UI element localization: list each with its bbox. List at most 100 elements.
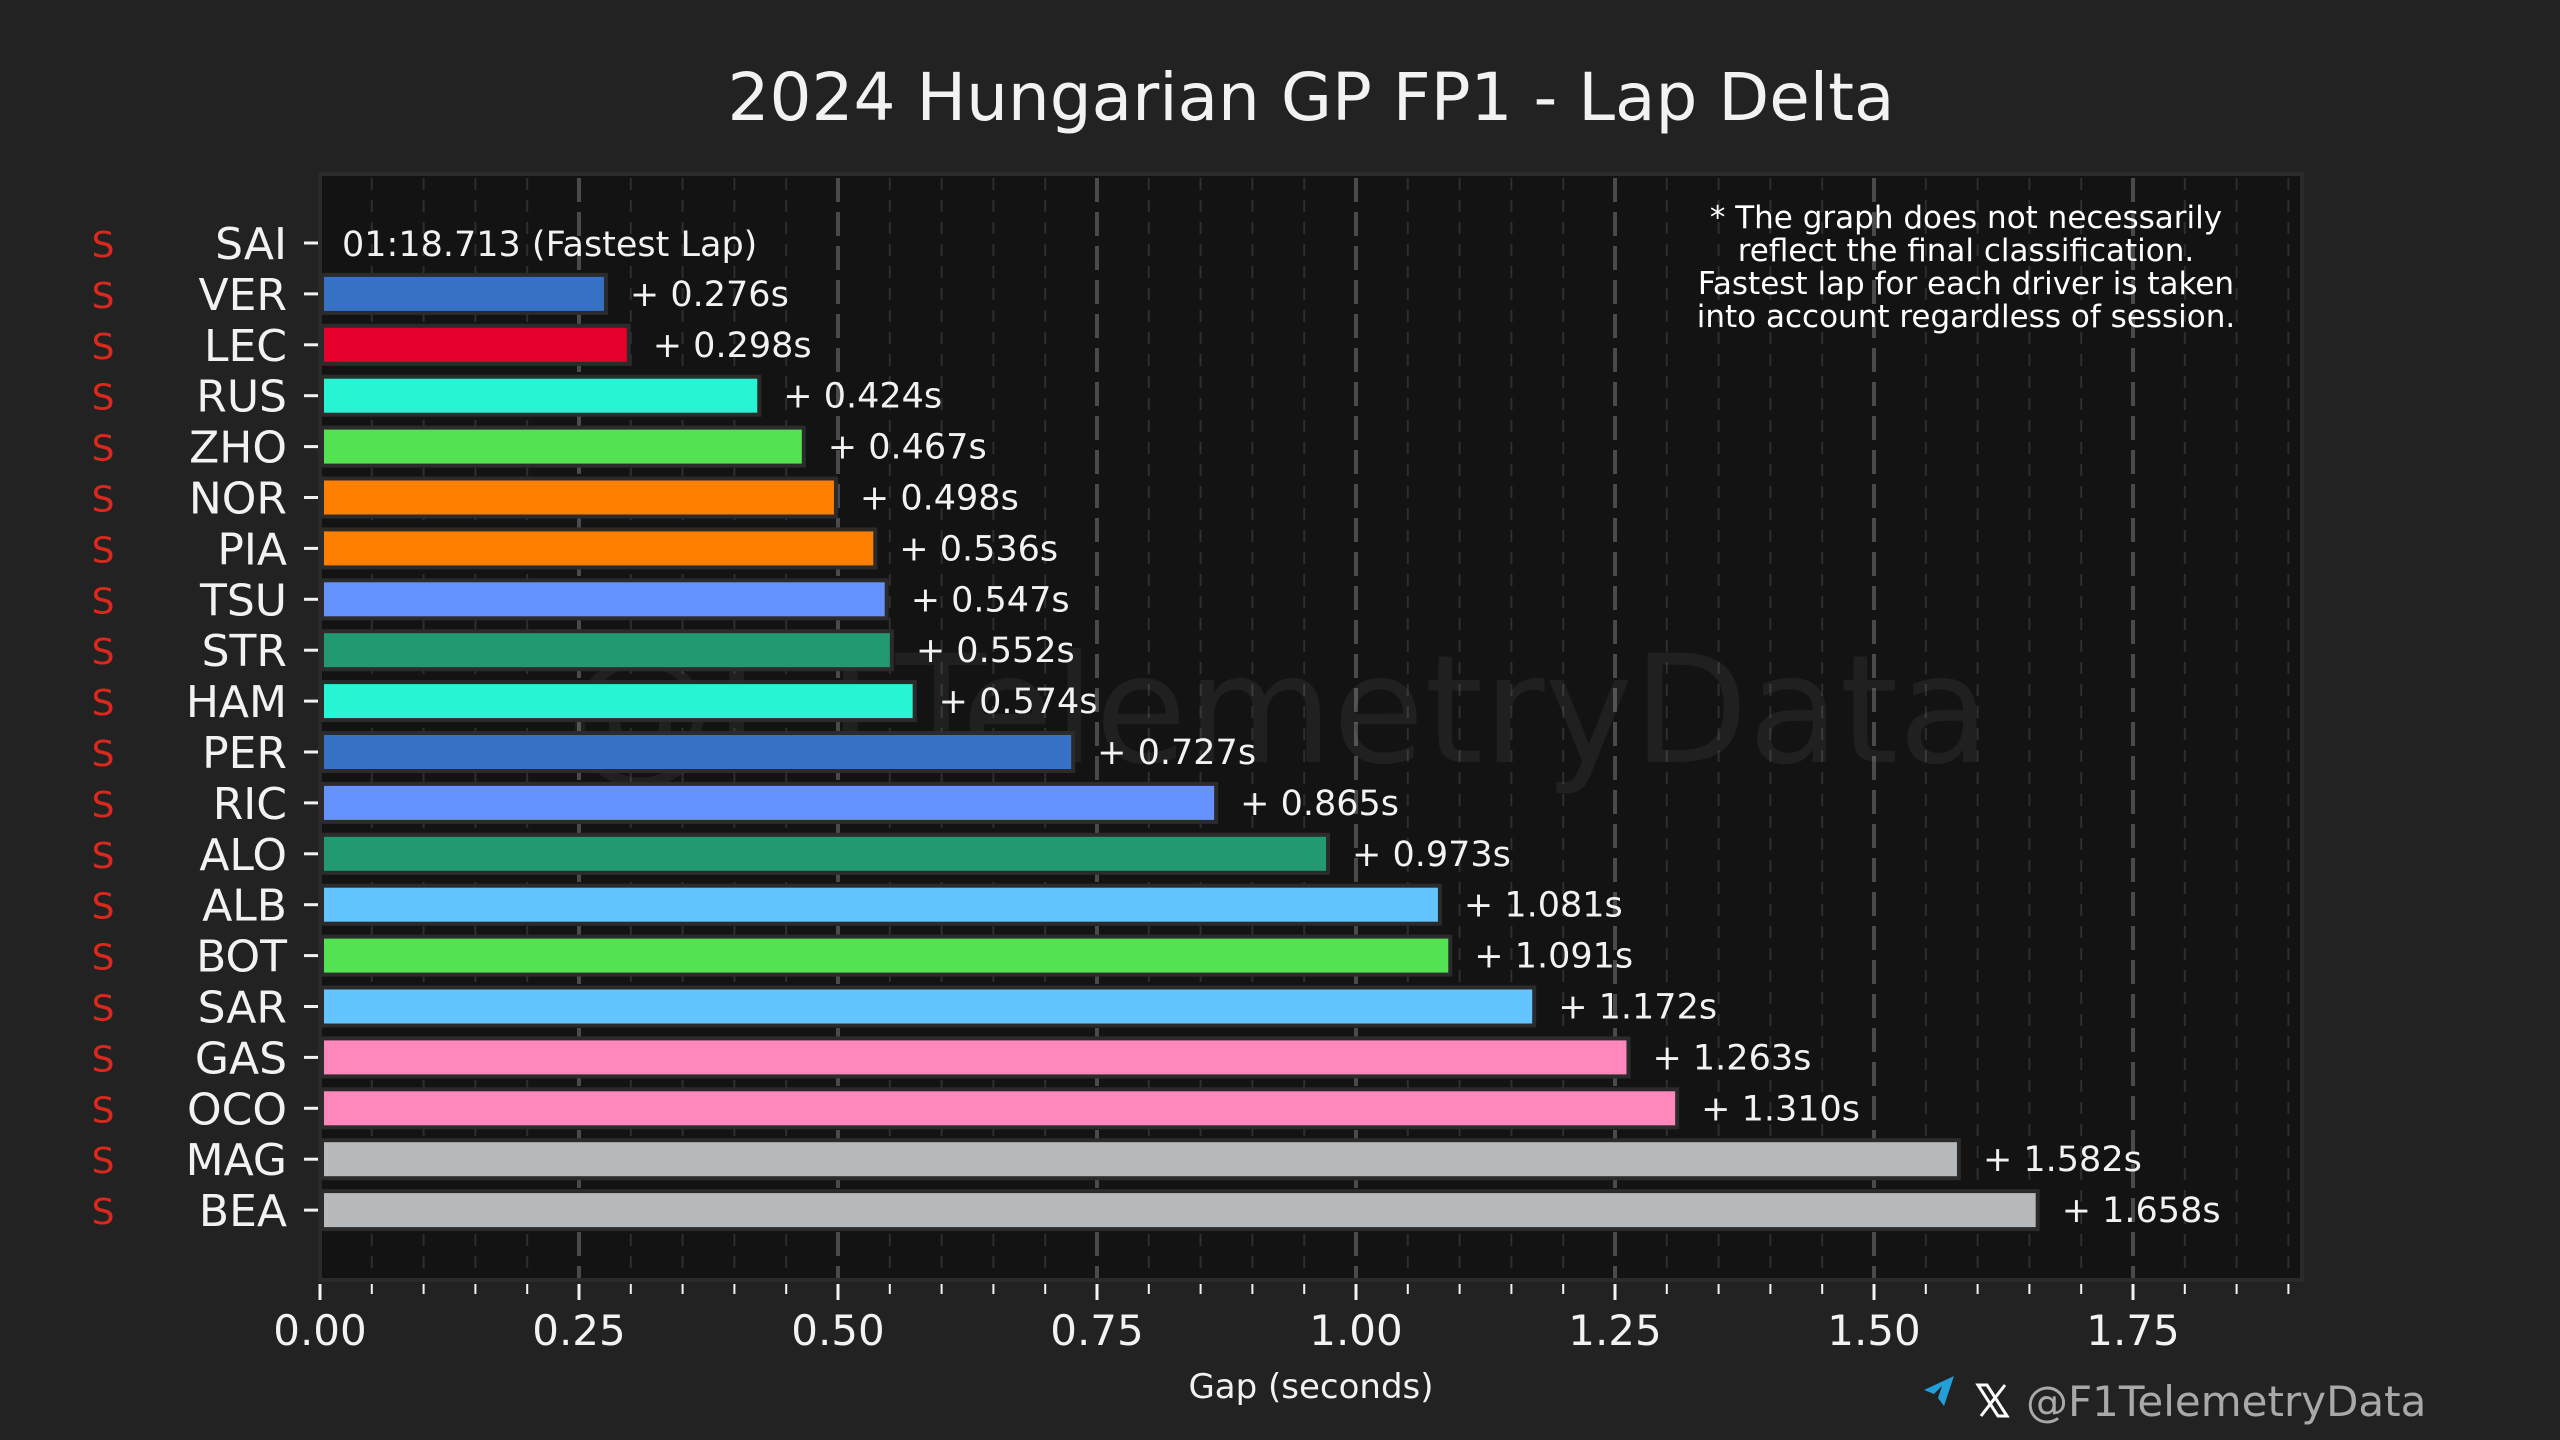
driver-label: TSU <box>199 575 287 626</box>
tyre-compound-label: S <box>92 378 115 419</box>
value-label: + 0.536s <box>899 529 1058 569</box>
bar-alo <box>320 832 1331 875</box>
social-handle[interactable]: @F1TelemetryData <box>2026 1377 2426 1426</box>
x-axis-label: Gap (seconds) <box>1188 1367 1433 1407</box>
bar-rus <box>320 374 762 417</box>
driver-label: HAM <box>186 677 287 728</box>
note-line: into account regardless of session. <box>1697 299 2235 335</box>
driver-label: NOR <box>189 474 287 525</box>
bar-ham <box>320 680 917 723</box>
value-label: + 1.582s <box>1983 1140 2142 1180</box>
driver-label: ALB <box>202 881 287 932</box>
tyre-compound-label: S <box>92 530 115 571</box>
value-label: + 1.172s <box>1558 988 1717 1028</box>
tyre-compound-label: S <box>92 276 115 317</box>
tyre-compound-label: S <box>92 1090 115 1131</box>
classification-note: * The graph does not necessarilyreflect … <box>1697 200 2235 335</box>
tyre-compound-label: S <box>92 1039 115 1080</box>
bar-bea <box>320 1189 2040 1232</box>
fastest-lap-label: 01:18.713 (Fastest Lap) <box>342 225 757 265</box>
bar-gas <box>320 1036 1631 1079</box>
value-label: + 1.310s <box>1701 1089 1860 1129</box>
x-axis: 0.00 0.25 0.50 0.75 1.00 1.25 1.50 1.75 <box>273 1284 2290 1355</box>
driver-label: MAG <box>186 1135 287 1186</box>
driver-label: ALO <box>199 830 287 881</box>
value-label: + 1.658s <box>2062 1191 2221 1231</box>
footer: @F1TelemetryData <box>1924 1376 2426 1426</box>
value-label: + 0.498s <box>860 479 1019 519</box>
driver-label: BEA <box>199 1186 287 1237</box>
driver-label: RUS <box>196 372 287 423</box>
bar-mag <box>320 1138 1961 1181</box>
driver-label: LEC <box>204 321 287 372</box>
tyre-compound-label: S <box>92 887 115 928</box>
bar-alb <box>320 883 1442 926</box>
value-label: + 0.973s <box>1352 835 1511 875</box>
bar-nor <box>320 476 838 519</box>
tyre-compound-label: S <box>92 429 115 470</box>
tyre-compound-label: S <box>92 785 115 826</box>
value-label: + 1.091s <box>1474 937 1633 977</box>
tyre-compound-label: S <box>92 225 115 266</box>
x-tick-label: 0.25 <box>532 1306 626 1355</box>
tyre-compound-label: S <box>92 989 115 1030</box>
bar-ver <box>320 272 608 315</box>
x-tick-label: 1.00 <box>1309 1306 1403 1355</box>
value-label: + 0.276s <box>630 275 789 315</box>
value-label: + 0.727s <box>1097 733 1256 773</box>
driver-label: OCO <box>187 1084 287 1135</box>
x-tick-label: 0.50 <box>791 1306 885 1355</box>
note-line: * The graph does not necessarily <box>1710 200 2222 236</box>
tyre-compound-label: S <box>92 632 115 673</box>
tyre-compound-label: S <box>92 938 115 979</box>
chart-title: 2024 Hungarian GP FP1 - Lap Delta <box>728 59 1895 136</box>
driver-label: PER <box>202 728 287 779</box>
telegram-icon[interactable] <box>1924 1376 1954 1406</box>
note-line: Fastest lap for each driver is taken <box>1698 266 2234 302</box>
bar-tsu <box>320 578 889 621</box>
bar-pia <box>320 527 878 570</box>
x-tick-label: 1.50 <box>1827 1306 1921 1355</box>
y-axis-labels: S SAI S VER S LEC S RUS S ZHO S NOR S PIA S TSU S STR S HAM… <box>92 219 318 1237</box>
driver-label: BOT <box>196 932 287 983</box>
value-label: + 0.298s <box>653 326 812 366</box>
tyre-compound-label: S <box>92 581 115 622</box>
driver-label: VER <box>199 270 287 321</box>
x-icon[interactable] <box>1975 1383 2010 1418</box>
tyre-compound-label: S <box>92 480 115 521</box>
value-label: + 1.081s <box>1464 886 1623 926</box>
tyre-compound-label: S <box>92 836 115 877</box>
x-tick-label: 1.25 <box>1568 1306 1662 1355</box>
value-label: + 0.574s <box>939 682 1098 722</box>
bar-lec <box>320 323 631 366</box>
bar-sar <box>320 985 1537 1028</box>
value-label: + 0.424s <box>783 377 942 417</box>
bars: 01:18.713 (Fastest Lap) + 0.276s + 0.298s +… <box>320 225 2221 1232</box>
bar-per <box>320 731 1076 773</box>
bar-str <box>320 629 894 672</box>
tyre-compound-label: S <box>92 1192 115 1233</box>
driver-label: RIC <box>213 779 287 830</box>
bar-oco <box>320 1087 1680 1130</box>
x-tick-label: 0.00 <box>273 1306 367 1355</box>
x-tick-label: 0.75 <box>1050 1306 1144 1355</box>
tyre-compound-label: S <box>92 683 115 724</box>
value-label: + 1.263s <box>1652 1038 1811 1078</box>
value-label: + 0.552s <box>916 631 1075 671</box>
x-tick-label: 1.75 <box>2086 1306 2180 1355</box>
driver-label: PIA <box>217 524 287 575</box>
tyre-compound-label: S <box>92 734 115 775</box>
note-line: reflect the final classification. <box>1738 233 2195 269</box>
tyre-compound-label: S <box>92 1141 115 1182</box>
driver-label: SAI <box>215 219 287 270</box>
driver-label: STR <box>202 626 287 677</box>
value-label: + 0.547s <box>911 580 1070 620</box>
driver-label: GAS <box>195 1033 287 1084</box>
bar-ric <box>320 781 1219 824</box>
value-label: + 0.467s <box>828 428 987 468</box>
driver-label: ZHO <box>189 423 287 474</box>
driver-label: SAR <box>198 983 287 1034</box>
value-label: + 0.865s <box>1240 784 1399 824</box>
bar-bot <box>320 934 1453 977</box>
